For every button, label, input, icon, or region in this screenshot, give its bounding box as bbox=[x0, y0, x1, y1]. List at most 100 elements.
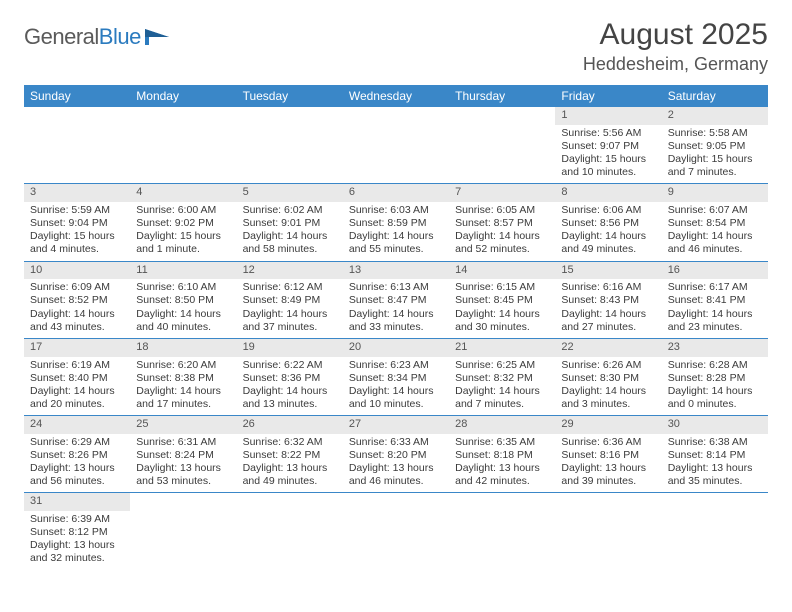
day-number: 28 bbox=[449, 416, 555, 434]
month-title: August 2025 bbox=[583, 18, 768, 52]
day-number: 18 bbox=[130, 339, 236, 357]
day-body: Sunrise: 6:03 AMSunset: 8:59 PMDaylight:… bbox=[343, 202, 449, 261]
day-body: Sunrise: 6:19 AMSunset: 8:40 PMDaylight:… bbox=[24, 357, 130, 416]
daylight-text: Daylight: 14 hours and 40 minutes. bbox=[136, 308, 230, 334]
sunset-text: Sunset: 8:41 PM bbox=[668, 294, 762, 307]
day-body: Sunrise: 6:12 AMSunset: 8:49 PMDaylight:… bbox=[237, 279, 343, 338]
sunrise-text: Sunrise: 6:19 AM bbox=[30, 359, 124, 372]
sunrise-text: Sunrise: 6:16 AM bbox=[561, 281, 655, 294]
calendar-day: 11Sunrise: 6:10 AMSunset: 8:50 PMDayligh… bbox=[130, 261, 236, 338]
sunset-text: Sunset: 8:12 PM bbox=[30, 526, 124, 539]
daylight-text: Daylight: 14 hours and 3 minutes. bbox=[561, 385, 655, 411]
calendar-day: 29Sunrise: 6:36 AMSunset: 8:16 PMDayligh… bbox=[555, 416, 661, 493]
sunrise-text: Sunrise: 6:05 AM bbox=[455, 204, 549, 217]
day-number: 15 bbox=[555, 262, 661, 280]
sunset-text: Sunset: 8:20 PM bbox=[349, 449, 443, 462]
calendar-day: 24 Sunrise: 6:29 AMSunset: 8:26 PMDayligh… bbox=[24, 416, 130, 493]
day-header-row: SundayMondayTuesdayWednesdayThursdayFrid… bbox=[24, 85, 768, 107]
sunrise-text: Sunrise: 6:29 AM bbox=[30, 436, 124, 449]
calendar-day bbox=[555, 493, 661, 570]
day-header: Thursday bbox=[449, 85, 555, 107]
day-body: Sunrise: 6:02 AMSunset: 9:01 PMDaylight:… bbox=[237, 202, 343, 261]
sunset-text: Sunset: 8:40 PM bbox=[30, 372, 124, 385]
daylight-text: Daylight: 15 hours and 7 minutes. bbox=[668, 153, 762, 179]
day-number: 27 bbox=[343, 416, 449, 434]
day-body: Sunrise: 6:36 AMSunset: 8:16 PMDaylight:… bbox=[555, 434, 661, 493]
calendar-day: 19Sunrise: 6:22 AMSunset: 8:36 PMDayligh… bbox=[237, 338, 343, 415]
day-number: 11 bbox=[130, 262, 236, 280]
sunset-text: Sunset: 8:50 PM bbox=[136, 294, 230, 307]
day-body: Sunrise: 6:06 AMSunset: 8:56 PMDaylight:… bbox=[555, 202, 661, 261]
daylight-text: Daylight: 14 hours and 7 minutes. bbox=[455, 385, 549, 411]
sunset-text: Sunset: 8:28 PM bbox=[668, 372, 762, 385]
sunset-text: Sunset: 8:59 PM bbox=[349, 217, 443, 230]
calendar-day: 23Sunrise: 6:28 AMSunset: 8:28 PMDayligh… bbox=[662, 338, 768, 415]
sunset-text: Sunset: 9:01 PM bbox=[243, 217, 337, 230]
day-number: 24 bbox=[24, 416, 130, 434]
day-number: 1 bbox=[555, 107, 661, 125]
sunrise-text: Sunrise: 6:31 AM bbox=[136, 436, 230, 449]
daylight-text: Daylight: 13 hours and 56 minutes. bbox=[30, 462, 124, 488]
day-number: 5 bbox=[237, 184, 343, 202]
sunrise-text: Sunrise: 6:07 AM bbox=[668, 204, 762, 217]
logo-text-blue: Blue bbox=[99, 24, 141, 49]
calendar-day: 30Sunrise: 6:38 AMSunset: 8:14 PMDayligh… bbox=[662, 416, 768, 493]
day-number: 14 bbox=[449, 262, 555, 280]
day-number: 6 bbox=[343, 184, 449, 202]
sunset-text: Sunset: 8:26 PM bbox=[30, 449, 124, 462]
header: GeneralBlue August 2025 Heddesheim, Germ… bbox=[24, 18, 768, 75]
sunrise-text: Sunrise: 6:25 AM bbox=[455, 359, 549, 372]
day-number: 12 bbox=[237, 262, 343, 280]
day-body: Sunrise: 5:56 AMSunset: 9:07 PMDaylight:… bbox=[555, 125, 661, 184]
day-header: Tuesday bbox=[237, 85, 343, 107]
day-body: Sunrise: 5:58 AMSunset: 9:05 PMDaylight:… bbox=[662, 125, 768, 184]
calendar-week: 3Sunrise: 5:59 AMSunset: 9:04 PMDaylight… bbox=[24, 184, 768, 261]
sunset-text: Sunset: 9:04 PM bbox=[30, 217, 124, 230]
sunset-text: Sunset: 8:36 PM bbox=[243, 372, 337, 385]
day-number: 23 bbox=[662, 339, 768, 357]
day-number: 2 bbox=[662, 107, 768, 125]
sunset-text: Sunset: 8:47 PM bbox=[349, 294, 443, 307]
calendar-week: 17Sunrise: 6:19 AMSunset: 8:40 PMDayligh… bbox=[24, 338, 768, 415]
title-block: August 2025 Heddesheim, Germany bbox=[583, 18, 768, 75]
calendar-week: 10Sunrise: 6:09 AMSunset: 8:52 PMDayligh… bbox=[24, 261, 768, 338]
calendar-table: SundayMondayTuesdayWednesdayThursdayFrid… bbox=[24, 85, 768, 570]
day-number: 3 bbox=[24, 184, 130, 202]
sunrise-text: Sunrise: 6:17 AM bbox=[668, 281, 762, 294]
sunrise-text: Sunrise: 6:00 AM bbox=[136, 204, 230, 217]
daylight-text: Daylight: 14 hours and 46 minutes. bbox=[668, 230, 762, 256]
day-header: Saturday bbox=[662, 85, 768, 107]
sunrise-text: Sunrise: 5:59 AM bbox=[30, 204, 124, 217]
day-body: Sunrise: 6:22 AMSunset: 8:36 PMDaylight:… bbox=[237, 357, 343, 416]
sunset-text: Sunset: 8:24 PM bbox=[136, 449, 230, 462]
calendar-day: 5Sunrise: 6:02 AMSunset: 9:01 PMDaylight… bbox=[237, 184, 343, 261]
calendar-day bbox=[130, 493, 236, 570]
calendar-day: 12Sunrise: 6:12 AMSunset: 8:49 PMDayligh… bbox=[237, 261, 343, 338]
daylight-text: Daylight: 15 hours and 4 minutes. bbox=[30, 230, 124, 256]
day-number: 22 bbox=[555, 339, 661, 357]
calendar-day: 7Sunrise: 6:05 AMSunset: 8:57 PMDaylight… bbox=[449, 184, 555, 261]
day-body: Sunrise: 6:20 AMSunset: 8:38 PMDaylight:… bbox=[130, 357, 236, 416]
sunset-text: Sunset: 8:54 PM bbox=[668, 217, 762, 230]
sunrise-text: Sunrise: 6:03 AM bbox=[349, 204, 443, 217]
sunset-text: Sunset: 8:14 PM bbox=[668, 449, 762, 462]
daylight-text: Daylight: 13 hours and 35 minutes. bbox=[668, 462, 762, 488]
sunrise-text: Sunrise: 6:20 AM bbox=[136, 359, 230, 372]
calendar-day: 31Sunrise: 6:39 AMSunset: 8:12 PMDayligh… bbox=[24, 493, 130, 570]
sunset-text: Sunset: 8:22 PM bbox=[243, 449, 337, 462]
sunset-text: Sunset: 8:18 PM bbox=[455, 449, 549, 462]
day-header: Sunday bbox=[24, 85, 130, 107]
sunrise-text: Sunrise: 6:32 AM bbox=[243, 436, 337, 449]
sunrise-text: Sunrise: 6:15 AM bbox=[455, 281, 549, 294]
day-header: Monday bbox=[130, 85, 236, 107]
calendar-day: 22Sunrise: 6:26 AMSunset: 8:30 PMDayligh… bbox=[555, 338, 661, 415]
sunrise-text: Sunrise: 6:35 AM bbox=[455, 436, 549, 449]
day-body: Sunrise: 6:26 AMSunset: 8:30 PMDaylight:… bbox=[555, 357, 661, 416]
sunrise-text: Sunrise: 6:28 AM bbox=[668, 359, 762, 372]
sunrise-text: Sunrise: 6:06 AM bbox=[561, 204, 655, 217]
daylight-text: Daylight: 13 hours and 42 minutes. bbox=[455, 462, 549, 488]
calendar-body: 1Sunrise: 5:56 AMSunset: 9:07 PMDaylight… bbox=[24, 107, 768, 570]
calendar-week: 31Sunrise: 6:39 AMSunset: 8:12 PMDayligh… bbox=[24, 493, 768, 570]
calendar-day: 6Sunrise: 6:03 AMSunset: 8:59 PMDaylight… bbox=[343, 184, 449, 261]
sunset-text: Sunset: 8:45 PM bbox=[455, 294, 549, 307]
